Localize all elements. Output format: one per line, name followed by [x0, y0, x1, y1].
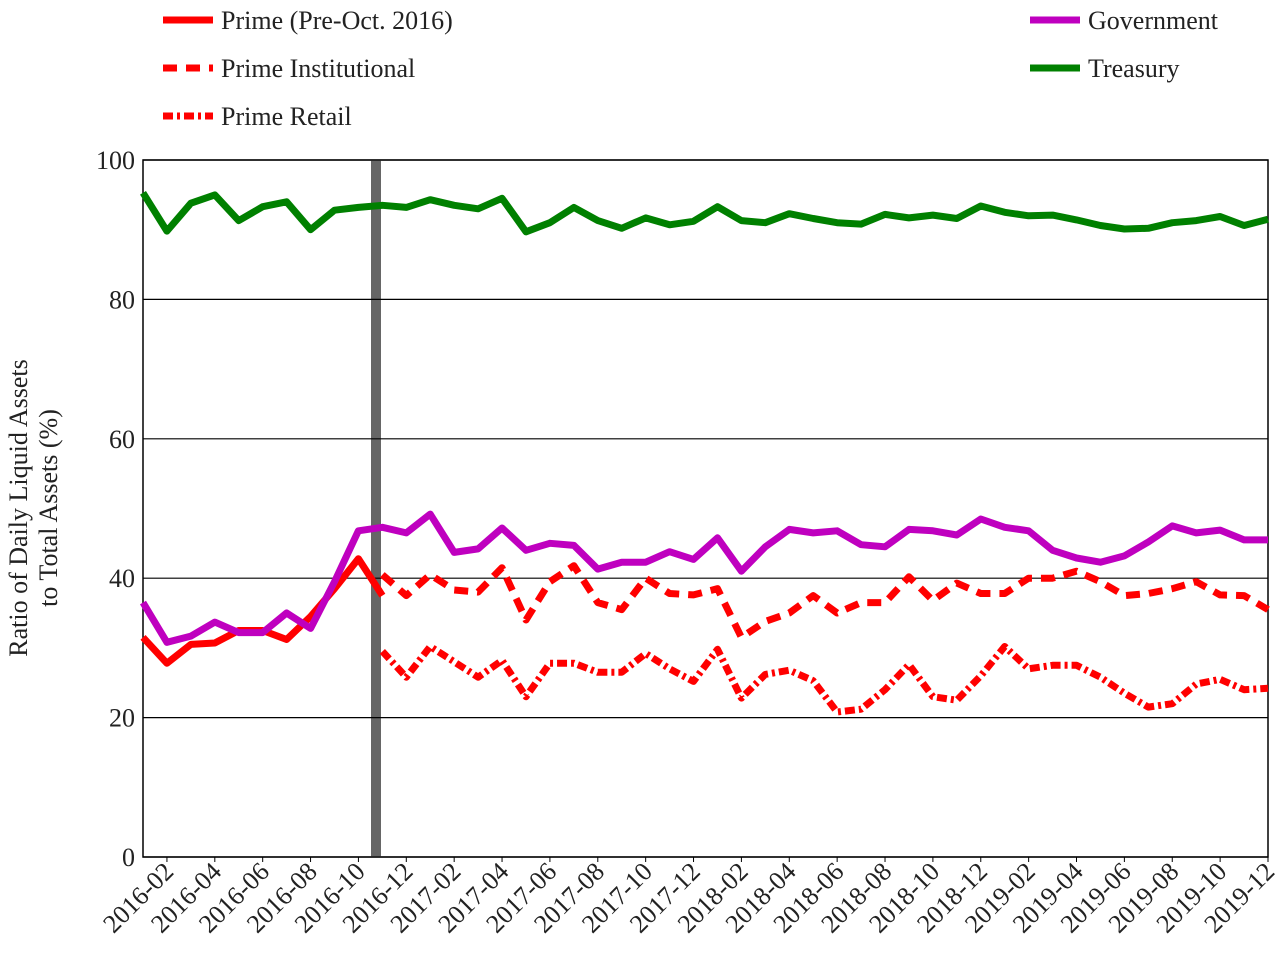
y-tick-label: 0 [122, 843, 135, 872]
series-line [140, 190, 1269, 236]
y-tick-label: 100 [96, 146, 135, 175]
plot-frame [142, 159, 1269, 858]
y-tick-label: 60 [109, 425, 135, 454]
y-tick-label: 20 [109, 704, 135, 733]
series-line [380, 562, 1270, 641]
legend-label: Prime (Pre-Oct. 2016) [221, 6, 453, 35]
series-line [140, 555, 386, 667]
legend-label: Prime Institutional [221, 54, 415, 83]
y-axis-label-line: to Total Assets (%) [34, 409, 63, 607]
y-axis-label-line: Ratio of Daily Liquid Assets [4, 359, 33, 657]
y-tick-label: 40 [109, 564, 135, 593]
legend-label: Government [1088, 6, 1219, 35]
legend-label: Treasury [1088, 54, 1179, 83]
legend-label: Prime Retail [221, 102, 352, 131]
series-line [379, 643, 1269, 716]
y-tick-label: 80 [109, 285, 135, 314]
series-line [140, 510, 1268, 646]
y-axis-label: Ratio of Daily Liquid Assetsto Total Ass… [4, 359, 63, 657]
